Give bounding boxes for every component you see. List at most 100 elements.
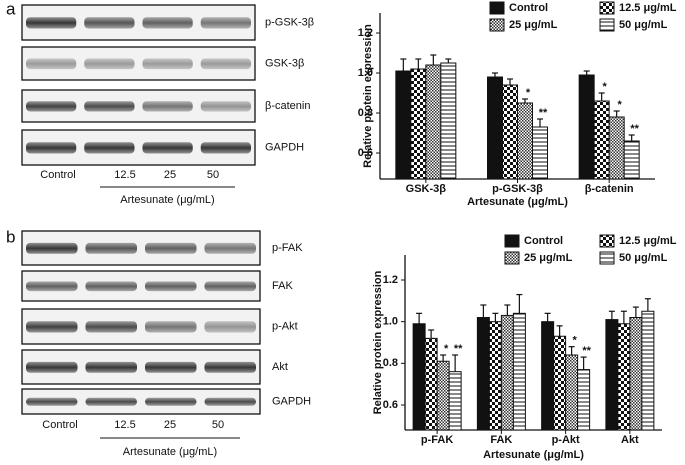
bar	[532, 126, 548, 180]
bar	[577, 369, 591, 431]
legend-swatch	[599, 251, 615, 265]
blot-band	[26, 17, 77, 29]
error-bar	[416, 312, 423, 324]
error-bar	[556, 325, 563, 337]
error-bar	[620, 310, 627, 324]
error-bar	[632, 306, 639, 318]
error-bar	[428, 329, 435, 339]
error-bar	[613, 110, 620, 117]
blot-band	[26, 58, 77, 70]
bar	[424, 337, 438, 431]
legend-label: 25 μg/mL	[509, 19, 558, 31]
legend-swatch	[504, 234, 520, 248]
panel-label: b	[6, 227, 15, 246]
blot-band	[204, 397, 256, 406]
x-tick-label: p-Akt	[552, 434, 580, 446]
bar	[541, 321, 555, 431]
significance-mark: **	[630, 123, 639, 135]
bar	[436, 360, 450, 431]
bar	[517, 102, 533, 180]
blot-band	[204, 281, 256, 292]
bar	[565, 354, 579, 431]
error-bar	[598, 92, 605, 101]
lane-label: 12.5	[114, 169, 135, 181]
blot-band	[85, 397, 137, 406]
bar	[605, 319, 619, 431]
bar	[448, 371, 462, 431]
y-tick-label: 0.6	[358, 147, 373, 159]
significance-mark: **	[539, 107, 548, 119]
error-bar	[516, 293, 523, 314]
blot-band	[26, 242, 78, 254]
blot-band	[142, 17, 193, 29]
blot-row-label: GAPDH	[265, 141, 304, 153]
x-tick-label: p-FAK	[421, 434, 453, 446]
y-tick-label: 1.0	[358, 67, 373, 79]
legend-swatch	[504, 251, 520, 265]
blot-row-label: p-GSK-3β	[265, 16, 314, 28]
blot-row-label: p-Akt	[272, 320, 298, 332]
y-tick-label: 0.8	[383, 357, 398, 369]
significance-mark: *	[618, 99, 623, 111]
lane-label: 25	[164, 419, 176, 431]
legend-label: Control	[509, 2, 548, 14]
blot-band	[84, 58, 135, 70]
x-tick-label: β-catenin	[585, 183, 634, 195]
bar	[512, 312, 526, 431]
lane-label: 50	[212, 419, 224, 431]
y-tick-label: 1.2	[383, 274, 398, 286]
x-axis-title: Artesunate (μg/mL)	[467, 196, 568, 208]
blot-band	[84, 101, 135, 112]
legend-label: 12.5 μg/mL	[619, 2, 677, 14]
y-tick-label: 0.8	[358, 107, 373, 119]
blot-band	[200, 101, 251, 112]
bar	[395, 70, 412, 180]
error-bar	[492, 312, 499, 322]
lane-label: 12.5	[114, 419, 135, 431]
blot-band	[84, 17, 135, 29]
blot-band	[26, 361, 78, 373]
error-bar	[544, 312, 551, 322]
legend-swatch	[489, 18, 505, 32]
blot-band	[85, 281, 137, 292]
legend-swatch	[599, 18, 615, 32]
error-bar	[400, 58, 407, 71]
error-bar	[608, 310, 615, 320]
legend-label: 12.5 μg/mL	[619, 235, 677, 247]
blot-band	[26, 142, 77, 154]
bar	[412, 323, 426, 431]
blot-band	[142, 58, 193, 70]
bar	[425, 64, 442, 180]
x-tick-label: FAK	[490, 434, 512, 446]
treatment-label: Artesunate (μg/mL)	[123, 446, 217, 458]
blot-row-label: β-catenin	[265, 100, 310, 112]
error-bar	[415, 58, 422, 69]
blot-band	[200, 17, 251, 29]
lane-label: 50	[207, 169, 219, 181]
legend-label: 25 μg/mL	[524, 252, 573, 264]
blot-band	[145, 397, 197, 406]
legend-swatch	[489, 1, 505, 15]
error-bar	[583, 70, 590, 75]
blot-band	[142, 101, 193, 112]
error-bar	[644, 298, 651, 312]
error-bar	[504, 304, 511, 316]
bar	[440, 62, 457, 180]
blot-band	[200, 142, 251, 154]
blot-band	[85, 361, 137, 373]
x-tick-label: Akt	[621, 434, 639, 446]
bar	[476, 317, 490, 431]
bar	[641, 310, 655, 431]
blot-row-label: GAPDH	[272, 395, 311, 407]
blot-band	[84, 142, 135, 154]
x-axis-title: Artesunate (μg/mL)	[483, 449, 584, 461]
x-tick-label: p-GSK-3β	[492, 183, 543, 195]
error-bar	[522, 98, 528, 103]
bar	[623, 140, 640, 180]
legend-swatch	[599, 1, 615, 15]
bar	[578, 74, 595, 180]
blot-band	[145, 281, 197, 292]
y-axis-title: Relative protein expression	[362, 24, 374, 168]
treatment-label: Artesunate (μg/mL)	[120, 194, 214, 206]
